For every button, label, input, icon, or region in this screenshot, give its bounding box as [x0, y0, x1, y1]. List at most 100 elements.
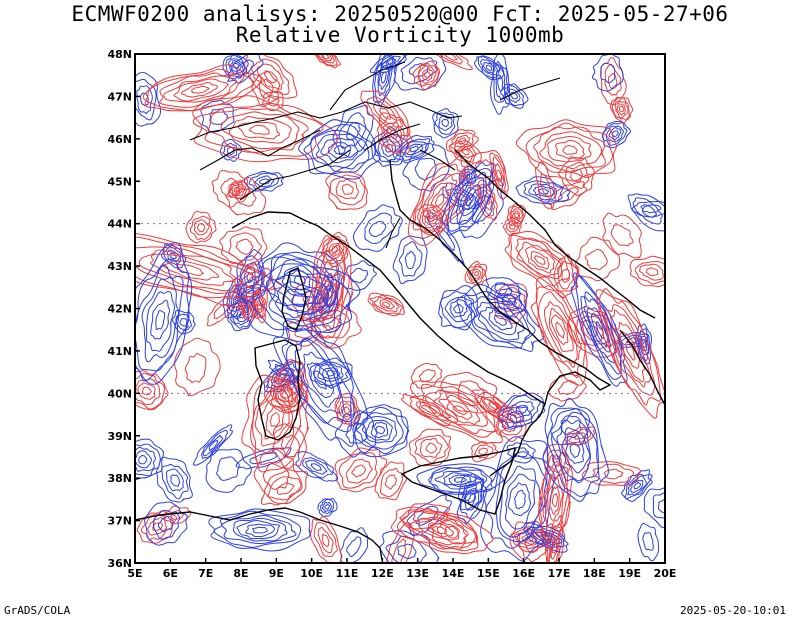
- positive-vorticity-contour: [201, 429, 229, 459]
- negative-vorticity-contour: [281, 434, 301, 458]
- negative-vorticity-contour: [196, 222, 206, 233]
- negative-vorticity-contour: [548, 307, 574, 353]
- y-tick-label: 36N: [107, 557, 132, 570]
- negative-vorticity-contour: [585, 248, 608, 271]
- positive-vorticity-contour: [570, 272, 628, 387]
- positive-vorticity-contour: [442, 182, 480, 211]
- negative-vorticity-contour: [533, 255, 546, 265]
- positive-vorticity-contour: [310, 129, 370, 172]
- negative-vorticity-contour: [557, 261, 574, 290]
- coastlines: [135, 61, 665, 561]
- positive-vorticity-contour: [135, 258, 190, 382]
- negative-vorticity-contour: [570, 168, 584, 182]
- positive-vorticity-contour: [453, 477, 467, 483]
- negative-vorticity-contour: [263, 373, 308, 414]
- positive-vorticity-contour: [302, 351, 341, 408]
- negative-vorticity-contour: [250, 58, 290, 95]
- negative-vorticity-contour: [543, 301, 578, 364]
- negative-vorticity-contour: [263, 70, 278, 84]
- map-title: ECMWF0200 analisys: 20250520@00 FcT: 202…: [71, 2, 729, 26]
- x-axis-ticks: 5E 6E 7E 8E 9E 10E 11E 12E 13E 14E 15E 16E 17E 18E 19E…: [127, 558, 676, 580]
- positive-vorticity-contour: [463, 483, 478, 504]
- negative-vorticity-contour: [424, 212, 439, 226]
- positive-vorticity-contour: [485, 277, 522, 303]
- positive-vorticity-contour: [258, 268, 339, 332]
- x-tick-label: 5E: [127, 567, 142, 580]
- negative-vorticity-contour: [454, 134, 471, 148]
- positive-vorticity-contour: [458, 184, 482, 217]
- negative-vorticity-contour: [548, 529, 561, 563]
- negative-vorticity-contour: [638, 263, 664, 281]
- negative-vorticity-contour: [238, 270, 267, 294]
- negative-vorticity-contour: [434, 54, 474, 71]
- positive-vorticity-contour: [305, 459, 328, 475]
- negative-vorticity-contour: [313, 522, 338, 558]
- negative-vorticity-contour: [557, 187, 579, 203]
- negative-vorticity-contour: [551, 493, 559, 508]
- negative-vorticity-contour: [309, 516, 342, 563]
- negative-vorticity-contour: [317, 54, 335, 64]
- negative-vorticity-contour: [269, 412, 281, 427]
- negative-vorticity-contour: [610, 96, 634, 124]
- negative-vorticity-contour: [173, 78, 229, 102]
- positive-vorticity-contour: [405, 143, 424, 156]
- negative-vorticity-contour: [228, 232, 262, 261]
- negative-vorticity-contour: [229, 181, 248, 199]
- positive-vorticity-contour: [356, 412, 404, 450]
- negative-vorticity-contour: [457, 145, 474, 159]
- positive-vorticity-contour: [580, 291, 622, 375]
- italy-coastline: [231, 159, 612, 406]
- positive-vorticity-contour: [352, 404, 410, 458]
- positive-vorticity-contour: [275, 281, 327, 319]
- negative-vorticity-contour: [533, 126, 606, 173]
- positive-vorticity-contour: [428, 466, 493, 495]
- positive-vorticity-contour: [216, 456, 240, 481]
- positive-vorticity-contour: [485, 451, 549, 549]
- positive-vorticity-contour: [542, 397, 609, 502]
- y-tick-label: 40N: [107, 387, 132, 400]
- positive-vorticity-contour: [447, 168, 492, 232]
- positive-vorticity-contour: [565, 435, 585, 464]
- negative-vorticity-contour: [258, 78, 274, 99]
- positive-vorticity-contour: [258, 242, 341, 314]
- negative-vorticity-contour: [248, 124, 270, 135]
- negative-vorticity-contour: [492, 156, 507, 193]
- y-tick-label: 44N: [107, 218, 132, 231]
- corsica-coastline: [281, 266, 307, 331]
- negative-vorticity-contour: [174, 337, 221, 397]
- negative-vorticity-contour: [555, 139, 585, 160]
- positive-vorticity-contour: [458, 473, 484, 511]
- positive-vorticity-contour: [249, 452, 278, 465]
- negative-vorticity-contour: [513, 212, 520, 219]
- positive-vorticity-contour: [398, 241, 423, 277]
- positive-vorticity-contour: [482, 62, 496, 74]
- positive-vorticity-contour: [315, 133, 367, 169]
- negative-vorticity-contour: [422, 68, 433, 81]
- x-tick-label: 20E: [654, 567, 677, 580]
- positive-vorticity-contour: [364, 212, 395, 244]
- x-tick-label: 8E: [233, 567, 248, 580]
- negative-vorticity-contour: [142, 386, 152, 396]
- positive-vorticity-contour: [488, 309, 513, 331]
- negative-vorticity-contour: [426, 182, 453, 220]
- positive-vorticity-contour: [591, 54, 624, 92]
- positive-vorticity-contour: [396, 138, 431, 161]
- positive-vorticity-contour: [245, 523, 275, 538]
- positive-vorticity-contour: [526, 526, 565, 548]
- positive-vorticity-contour: [238, 256, 361, 343]
- positive-vorticity-contour: [449, 299, 468, 318]
- positive-vorticity-contour: [494, 282, 513, 297]
- positive-vorticity-contour: [556, 419, 591, 482]
- negative-vorticity-contour: [537, 291, 582, 368]
- positive-vorticity-contour: [590, 312, 610, 347]
- negative-vorticity-contour: [163, 75, 237, 103]
- negative-vorticity-contour: [243, 305, 250, 314]
- negative-vorticity-contour: [374, 461, 407, 501]
- negative-vorticity-contour: [213, 303, 230, 320]
- positive-vorticity-contour: [141, 276, 179, 363]
- y-tick-label: 46N: [107, 133, 132, 146]
- positive-vorticity-contour: [295, 451, 339, 482]
- negative-vorticity-contour: [553, 253, 578, 299]
- negative-vorticity-contour: [135, 236, 275, 299]
- negative-vorticity-contour: [345, 458, 373, 484]
